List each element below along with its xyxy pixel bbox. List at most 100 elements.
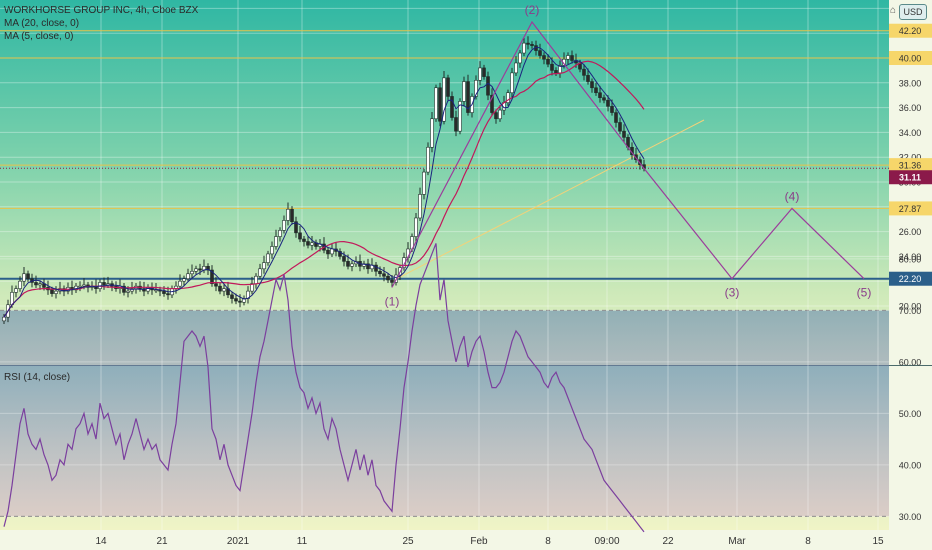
candle-body — [270, 246, 274, 255]
candle-body — [186, 273, 190, 280]
price-level-badge — [889, 23, 932, 38]
rsi-line — [3, 243, 645, 533]
price-level-badge — [889, 51, 932, 65]
candle-body — [570, 55, 574, 61]
candle-body — [442, 77, 446, 122]
currency-button[interactable]: USD — [899, 4, 927, 20]
candle-body — [330, 248, 334, 255]
wave-label: (5) — [857, 286, 872, 300]
candle-body — [622, 130, 626, 138]
candle-body — [350, 263, 354, 267]
candle-body — [190, 270, 194, 275]
candle-body — [102, 282, 106, 286]
wave-label: (4) — [785, 189, 800, 203]
rsi-tick-label: 80.00 — [899, 254, 922, 264]
candle-body — [378, 270, 382, 275]
candle-body — [498, 109, 502, 120]
candle-body — [546, 58, 550, 65]
legend-ma5[interactable]: MA (5, close, 0) — [4, 31, 74, 42]
candle-body — [230, 294, 234, 299]
candle-body — [586, 75, 590, 82]
candle-body — [290, 208, 294, 222]
candle-body — [206, 266, 210, 271]
ma20-line — [3, 60, 645, 318]
candle-body — [286, 208, 290, 221]
candle-body — [454, 117, 458, 132]
candle-body — [390, 279, 394, 283]
candle-body — [34, 282, 38, 286]
candle-body — [166, 293, 170, 296]
candle-body — [478, 67, 482, 81]
candle-body — [526, 42, 530, 45]
trend-line — [391, 119, 705, 282]
price-level-label: 40.00 — [899, 54, 922, 64]
candle-body — [582, 68, 586, 76]
price-level-label: 22.20 — [899, 274, 922, 284]
candle-body — [518, 52, 522, 64]
time-tick-label: 8 — [545, 536, 551, 547]
legend-title[interactable]: WORKHORSE GROUP INC, 4h, Cboe BZX — [4, 5, 199, 16]
candle-body — [126, 290, 130, 293]
legend-ma20[interactable]: MA (20, close, 0) — [4, 18, 80, 29]
rsi-tick-label: 30.00 — [899, 512, 922, 522]
lock-icon[interactable]: ⌂ — [890, 5, 897, 16]
candle-body — [430, 118, 434, 148]
wave-label: (1) — [385, 294, 400, 308]
candle-body — [18, 280, 22, 289]
time-axis-bg — [0, 530, 932, 550]
candle-body — [422, 171, 426, 195]
candle-body — [122, 285, 126, 293]
candle-body — [590, 81, 594, 89]
candle-body — [218, 285, 222, 292]
candle-body — [414, 217, 418, 237]
candle-body — [302, 238, 306, 242]
candle-body — [446, 77, 450, 97]
candle-body — [450, 96, 454, 118]
chart-legend: WORKHORSE GROUP INC, 4h, Cboe BZX MA (20… — [4, 4, 198, 43]
candle-body — [194, 268, 198, 272]
candle-body — [474, 80, 478, 97]
candle-body — [262, 262, 266, 270]
candle-body — [346, 261, 350, 267]
candle-body — [466, 81, 470, 113]
candle-body — [294, 221, 298, 234]
candle-body — [306, 241, 310, 246]
rsi-legend[interactable]: RSI (14, close) — [4, 372, 71, 383]
candle-body — [38, 283, 42, 286]
time-tick-label: 21 — [156, 536, 168, 547]
time-tick-label: 22 — [662, 536, 674, 547]
price-tick-label: 34.00 — [899, 128, 922, 138]
price-axis-bg — [889, 0, 932, 530]
price-tick-label: 32.00 — [899, 153, 922, 163]
candle-body — [610, 106, 614, 113]
candle-body — [386, 275, 390, 281]
candle-body — [486, 76, 490, 96]
candle-body — [494, 112, 498, 120]
ma5-line — [3, 46, 645, 318]
price-level-badge — [889, 201, 932, 216]
candle-body — [514, 62, 518, 74]
candle-body — [506, 92, 510, 103]
time-tick-label: Mar — [728, 536, 746, 547]
price-tick-label: 26.00 — [899, 227, 922, 237]
candle-body — [366, 263, 370, 270]
candle-body — [482, 67, 486, 77]
candle-body — [530, 44, 534, 46]
wave-label: (2) — [525, 3, 540, 17]
time-tick-label: Feb — [470, 536, 488, 547]
candle-body — [254, 275, 258, 284]
candle-body — [618, 122, 622, 132]
candle-body — [250, 283, 254, 292]
wave-projection — [391, 20, 865, 288]
candle-body — [522, 42, 526, 54]
candle-body — [382, 273, 386, 277]
candle-body — [274, 236, 278, 247]
candle-body — [438, 87, 442, 122]
candle-body — [82, 284, 86, 287]
candle-body — [178, 280, 182, 287]
price-tick-label: 20.00 — [899, 302, 922, 312]
time-tick-label: 14 — [95, 536, 107, 547]
price-tick-label: 38.00 — [899, 78, 922, 88]
candle-body — [222, 288, 226, 292]
